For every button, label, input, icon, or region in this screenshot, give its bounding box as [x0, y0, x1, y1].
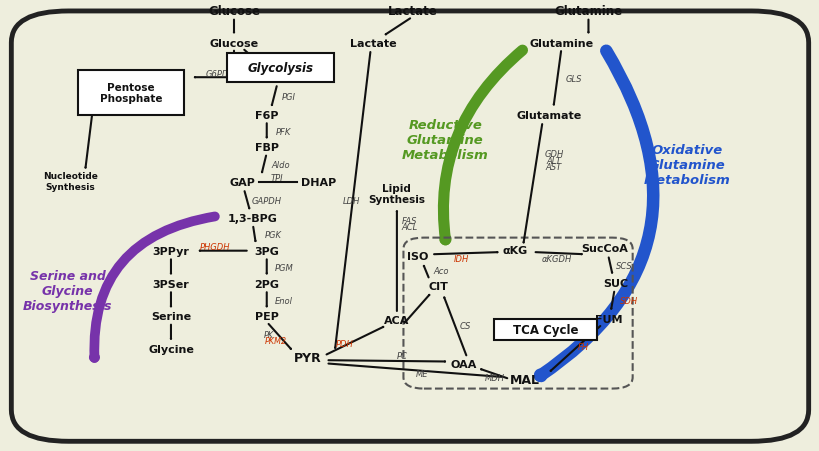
Text: Lactate: Lactate	[387, 5, 437, 18]
Text: CIT: CIT	[428, 281, 448, 291]
Text: Glucose: Glucose	[209, 38, 258, 48]
Text: MAL: MAL	[509, 373, 539, 386]
Text: GLS: GLS	[565, 75, 581, 84]
Text: Glutamine: Glutamine	[554, 5, 622, 18]
Text: αKG: αKG	[501, 245, 527, 255]
Text: Glycolysis: Glycolysis	[247, 62, 314, 75]
Text: G6PDH: G6PDH	[205, 70, 234, 79]
Text: Glycine: Glycine	[148, 344, 193, 354]
Text: PGM: PGM	[274, 263, 293, 272]
FancyBboxPatch shape	[78, 71, 183, 116]
Text: Aco: Aco	[432, 267, 448, 276]
Text: Nucleotide
Synthesis: Nucleotide Synthesis	[43, 172, 97, 191]
Text: ME: ME	[415, 369, 428, 378]
Text: PDH: PDH	[335, 339, 353, 348]
Text: FUM: FUM	[595, 314, 622, 324]
Text: FH: FH	[577, 342, 588, 351]
Text: PEP: PEP	[255, 311, 278, 321]
Text: FAS: FAS	[402, 216, 417, 226]
Text: AST: AST	[545, 162, 562, 171]
Text: 3PSer: 3PSer	[152, 279, 189, 289]
Text: SDH: SDH	[618, 297, 637, 305]
Text: MDH: MDH	[484, 373, 504, 382]
Text: PHGDH: PHGDH	[200, 243, 230, 252]
Text: PC: PC	[396, 351, 407, 360]
Text: OAA: OAA	[450, 359, 476, 369]
Text: Lactate: Lactate	[350, 38, 396, 48]
Text: PFK: PFK	[275, 128, 291, 137]
Text: 3PG: 3PG	[254, 246, 278, 256]
Text: DHAP: DHAP	[301, 178, 336, 188]
Text: 1,3-BPG: 1,3-BPG	[228, 214, 278, 224]
Text: 2PG: 2PG	[254, 279, 279, 289]
Text: Glutamine: Glutamine	[529, 38, 593, 48]
Text: ACA: ACA	[384, 315, 409, 325]
Text: Pentose
Phosphate: Pentose Phosphate	[99, 83, 162, 104]
Text: Enol: Enol	[274, 296, 292, 305]
Text: G6P: G6P	[266, 73, 292, 83]
Text: PKM2: PKM2	[265, 336, 287, 345]
Text: 3PPyr: 3PPyr	[152, 246, 189, 256]
Text: PYR: PYR	[293, 352, 321, 364]
Text: PGI: PGI	[282, 92, 296, 101]
FancyBboxPatch shape	[494, 319, 597, 341]
Text: Serine: Serine	[151, 311, 191, 321]
Text: F6P: F6P	[255, 110, 278, 120]
Text: ISO: ISO	[407, 251, 428, 261]
Text: Oxidative
Glutamine
Metabolism: Oxidative Glutamine Metabolism	[643, 143, 729, 186]
Text: PGK: PGK	[265, 231, 282, 240]
Text: Glutamate: Glutamate	[516, 110, 581, 120]
Text: Glucose: Glucose	[208, 5, 260, 18]
Text: TPI: TPI	[271, 173, 283, 182]
Text: Aldo: Aldo	[271, 161, 290, 170]
Text: FBP: FBP	[255, 143, 278, 153]
Text: PK: PK	[263, 330, 273, 339]
Text: ACL: ACL	[401, 223, 418, 232]
Text: ALT: ALT	[546, 156, 561, 165]
FancyBboxPatch shape	[11, 12, 808, 442]
Text: SucCoA: SucCoA	[581, 244, 627, 254]
Text: IDH: IDH	[454, 255, 468, 264]
Text: CS: CS	[459, 321, 470, 330]
Text: GAPDH: GAPDH	[251, 196, 282, 205]
Text: R5P: R5P	[155, 73, 179, 83]
Text: GDH: GDH	[544, 150, 563, 159]
Text: GAP: GAP	[229, 178, 255, 188]
Text: HK: HK	[242, 55, 254, 64]
Text: Reductive
Glutamine
Metabolism: Reductive Glutamine Metabolism	[401, 119, 488, 161]
FancyBboxPatch shape	[227, 54, 333, 83]
Text: TCA Cycle: TCA Cycle	[513, 323, 578, 336]
Text: Serine and
Glycine
Biosynthesis: Serine and Glycine Biosynthesis	[23, 269, 112, 312]
Text: SUC: SUC	[603, 278, 628, 288]
Text: αKGDH: αKGDH	[541, 255, 572, 264]
Text: SCS: SCS	[615, 262, 632, 271]
Text: LDH: LDH	[342, 196, 360, 205]
Text: Lipid
Synthesis: Lipid Synthesis	[368, 183, 425, 205]
